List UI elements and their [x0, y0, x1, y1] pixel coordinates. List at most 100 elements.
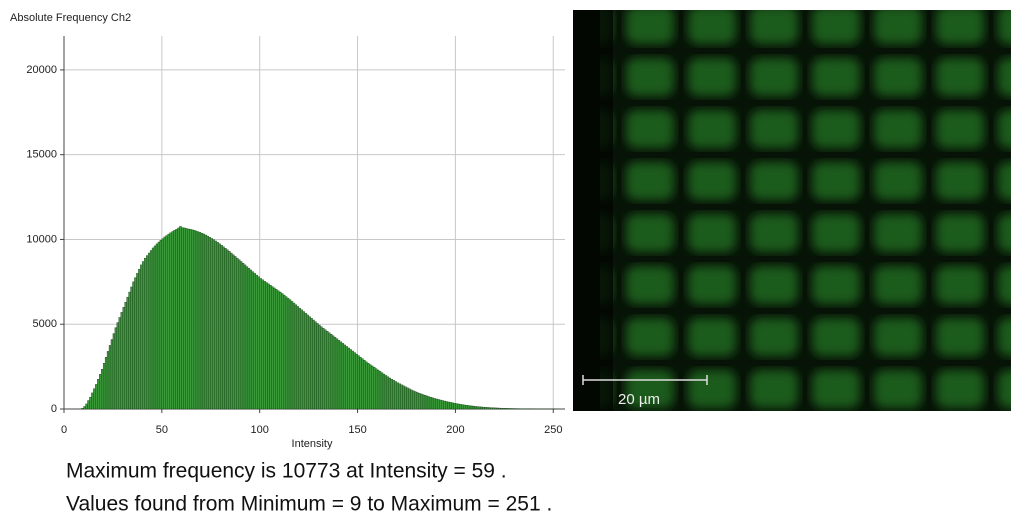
- bar: [502, 408, 505, 410]
- bar: [142, 261, 145, 410]
- bar: [216, 242, 219, 410]
- bar: [380, 372, 384, 410]
- bar: [316, 323, 319, 410]
- bar: [314, 321, 317, 410]
- bar: [361, 358, 364, 410]
- bar: [480, 406, 483, 410]
- bar: [294, 304, 298, 410]
- bar: [465, 405, 468, 410]
- bar: [441, 400, 444, 410]
- bar: [265, 282, 268, 410]
- bar: [439, 399, 442, 410]
- bar: [138, 268, 141, 410]
- bar: [198, 232, 202, 410]
- x-tick-label: 0: [61, 424, 67, 436]
- bar: [453, 403, 456, 410]
- bar: [369, 364, 372, 410]
- bar: [421, 394, 425, 410]
- bar: [347, 347, 350, 410]
- bar: [308, 316, 311, 410]
- bar: [206, 235, 209, 410]
- bar: [384, 375, 388, 410]
- bar: [177, 227, 180, 410]
- bar: [210, 238, 213, 410]
- bar: [136, 273, 139, 410]
- bar: [398, 383, 401, 410]
- bar: [104, 357, 108, 410]
- bar: [159, 240, 163, 410]
- bar: [261, 279, 264, 410]
- bar: [251, 271, 255, 410]
- bar: [163, 236, 166, 410]
- bar: [230, 252, 233, 410]
- bar: [363, 359, 366, 410]
- bar: [445, 401, 448, 410]
- bar: [181, 227, 184, 410]
- bar: [126, 296, 129, 410]
- bar: [427, 396, 431, 410]
- bar: [504, 408, 507, 410]
- bar: [408, 388, 411, 410]
- bar: [341, 343, 345, 410]
- bar: [410, 389, 413, 410]
- bar: [116, 322, 119, 410]
- bar: [173, 230, 176, 410]
- bar: [189, 229, 192, 410]
- bar: [510, 408, 513, 410]
- bar: [298, 307, 301, 410]
- bar: [292, 302, 296, 410]
- bar: [208, 237, 211, 410]
- bar: [132, 281, 135, 410]
- bar: [149, 250, 153, 410]
- bar: [222, 246, 225, 410]
- bar: [451, 402, 454, 410]
- bar: [508, 408, 511, 410]
- x-tick-label: 100: [251, 424, 269, 436]
- bar: [236, 257, 239, 410]
- bar: [420, 393, 423, 410]
- bar: [243, 264, 247, 410]
- bar: [218, 243, 221, 410]
- x-tick-label: 50: [156, 424, 168, 436]
- bar: [290, 301, 294, 410]
- bar: [388, 377, 391, 410]
- bar: [259, 278, 262, 410]
- bar: [130, 286, 133, 410]
- bar: [204, 234, 208, 410]
- bar: [496, 407, 499, 410]
- bar: [306, 314, 309, 410]
- bar: [179, 226, 182, 410]
- bar: [382, 373, 386, 410]
- bar: [87, 400, 90, 410]
- bar: [140, 264, 143, 410]
- bar: [449, 402, 452, 410]
- bar: [255, 274, 258, 410]
- bar: [200, 233, 204, 410]
- bar: [202, 233, 206, 410]
- bar: [124, 302, 127, 410]
- bar: [429, 397, 433, 410]
- bar: [89, 396, 92, 410]
- bar: [95, 384, 98, 410]
- bar: [345, 346, 348, 410]
- bar: [431, 397, 435, 410]
- bar: [228, 251, 231, 410]
- bar: [406, 387, 409, 410]
- y-tick-label: 0: [51, 403, 57, 415]
- bar: [220, 245, 223, 410]
- bar: [257, 276, 260, 410]
- bar: [81, 407, 84, 410]
- bar: [171, 231, 174, 410]
- bar: [371, 365, 374, 410]
- bar: [328, 332, 331, 410]
- bar: [339, 341, 343, 410]
- bar: [283, 294, 286, 410]
- bar: [443, 400, 446, 410]
- bar: [275, 289, 278, 410]
- bar: [320, 326, 323, 410]
- bar: [478, 406, 482, 410]
- bar: [476, 406, 480, 410]
- micrograph: 20 µm: [573, 10, 1011, 411]
- bar: [263, 280, 266, 410]
- bar: [93, 388, 96, 410]
